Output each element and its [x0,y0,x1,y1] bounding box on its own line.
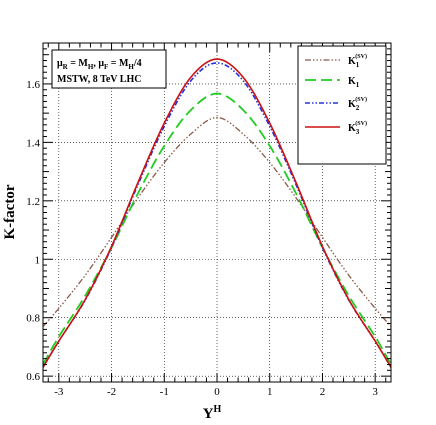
info-box: μR = MH, μF = MH/4 MSTW, 8 TeV LHC [51,49,167,89]
x-tick-label: 0 [214,386,220,398]
x-tick-label: -3 [54,386,64,398]
legend-label-k2-sv: K2(SV) [348,96,367,112]
plot-area [43,58,391,368]
y-tick-label: 1.6 [26,79,40,91]
info-box-frame [51,49,167,89]
x-axis-label-sup: H [214,404,222,415]
x-axis-label: YH [203,404,222,422]
x-tick-label: 1 [267,386,273,398]
y-tick-label: 0.6 [26,371,40,383]
legend-label-k1: K1 [348,76,360,89]
x-tick-label: 3 [372,386,378,398]
info-box-scale-line: μR = MH, μF = MH/4 [57,58,142,71]
y-tick-label: 1.2 [26,196,40,208]
y-axis-label: K-factor [2,184,18,239]
legend-label-k1-sv: K1(SV) [348,53,367,69]
legend-label-k3-sv: K3(SV) [348,120,367,136]
y-tick-label: 1 [35,254,41,266]
x-tick-label: -1 [160,386,169,398]
tick-labels: -3 -2 -1 0 1 2 3 0.6 0.8 1 1.2 1.4 1.6 [26,79,378,398]
series-lines [43,58,391,368]
x-tick-label: 2 [320,386,326,398]
x-tick-label: -2 [107,386,116,398]
legend: K1(SV) K1 K2(SV) K3(SV) [297,45,387,165]
info-box-pdf-line: MSTW, 8 TeV LHC [57,74,141,85]
y-tick-label: 0.8 [26,313,40,325]
series-k1-sv-line [43,116,391,327]
series-k1-line [43,92,391,365]
x-axis-label-main: Y [203,406,214,422]
series-k3-sv-line [43,58,391,368]
legend-frame [297,45,387,165]
y-tick-label: 1.4 [26,137,40,149]
axis-ticks [43,43,391,382]
